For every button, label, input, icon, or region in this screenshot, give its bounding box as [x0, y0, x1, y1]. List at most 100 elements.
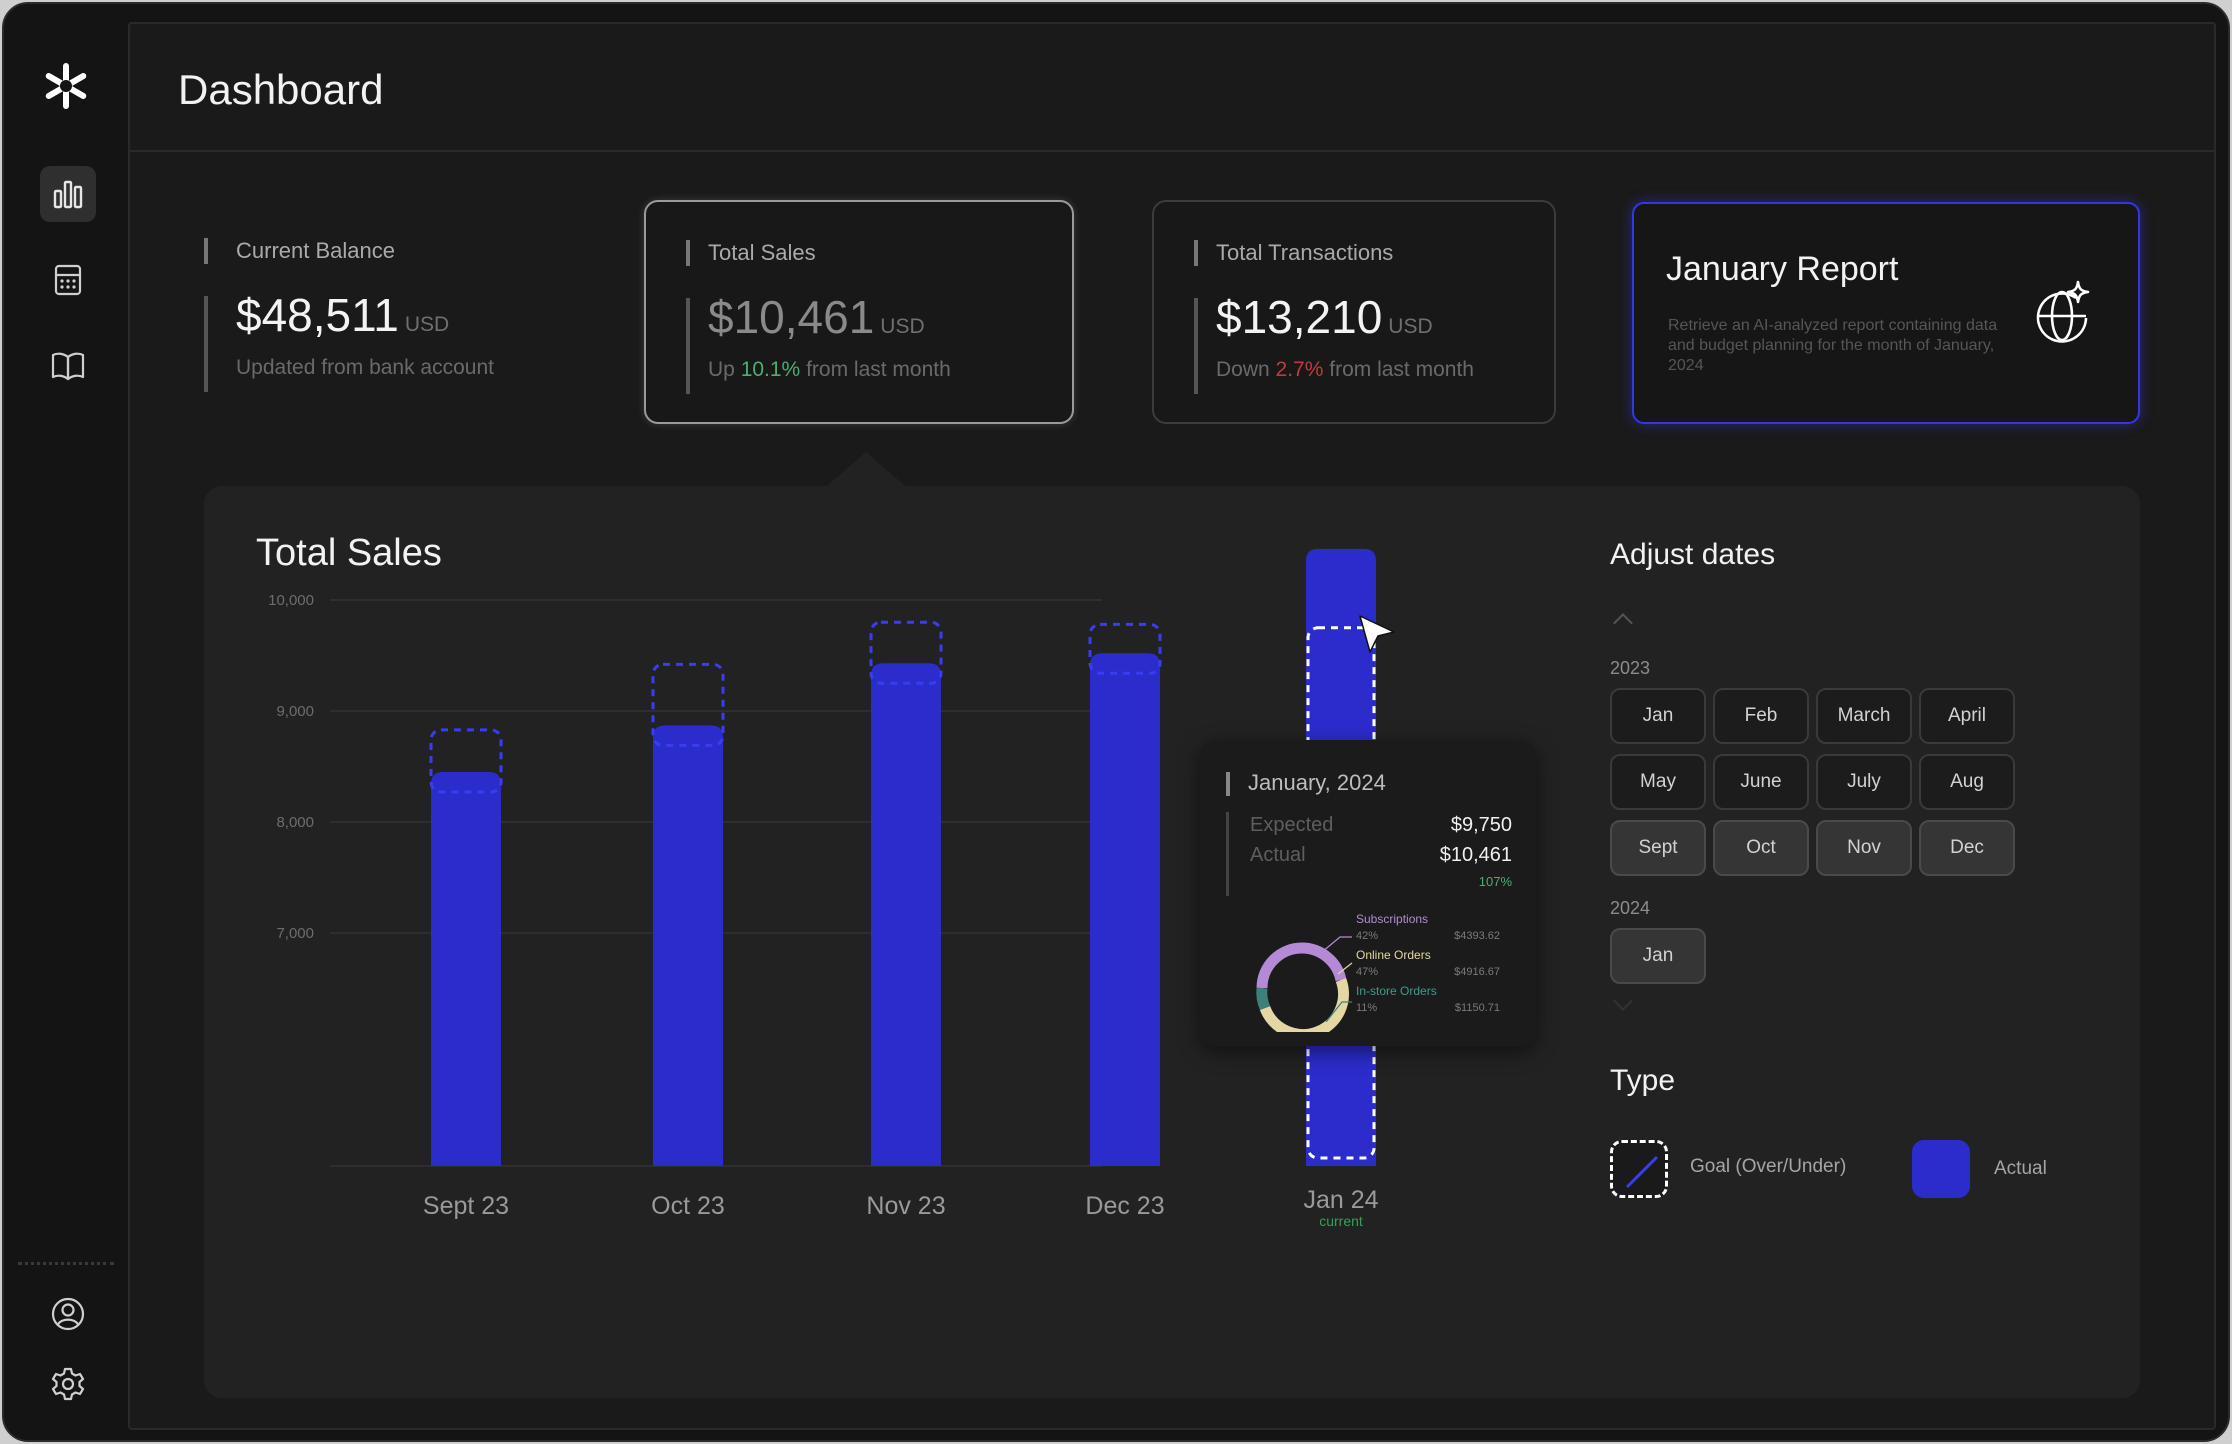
- breakdown-name: In-store Orders: [1356, 984, 1437, 998]
- sub-prefix: Up: [708, 358, 741, 381]
- x-tick-label: Jan 24: [1303, 1186, 1378, 1214]
- sidebar-item-dashboard[interactable]: [40, 166, 96, 222]
- bar-chart-icon: [53, 180, 83, 209]
- month-button-2023-july[interactable]: July: [1816, 754, 1912, 810]
- bar-goal-outline: [429, 728, 503, 794]
- adjust-dates-title: Adjust dates: [1610, 538, 1776, 571]
- month-button-2023-feb[interactable]: Feb: [1713, 688, 1809, 744]
- bar-goal-outline: [651, 662, 725, 747]
- month-button-2023-sept[interactable]: Sept: [1610, 820, 1706, 876]
- change-down: 2.7%: [1275, 358, 1324, 381]
- chart-tooltip: January, 2024 Expected $9,750 Actual $10…: [1200, 740, 1536, 1046]
- card-pointer: [822, 452, 910, 490]
- goal-swatch: [1610, 1140, 1668, 1198]
- expected-label: Expected: [1250, 814, 1334, 836]
- breakdown-name: Online Orders: [1356, 948, 1431, 962]
- currency-unit: USD: [404, 313, 450, 336]
- report-title: January Report: [1666, 250, 1899, 288]
- currency-unit: USD: [1388, 315, 1433, 338]
- card-label: Current Balance: [236, 238, 395, 263]
- total-transactions-card[interactable]: Total Transactions $13,210 USD Down 2.7% …: [1152, 200, 1556, 424]
- total-sales-card[interactable]: Total Sales $10,461 USD Up 10.1% from las…: [644, 200, 1074, 424]
- label-accent: [1194, 240, 1198, 266]
- actual-value: $10,461: [1439, 844, 1512, 866]
- x-tick-label: Nov 23: [866, 1192, 945, 1220]
- breakdown-amount: $4916.67: [1454, 966, 1500, 978]
- sidebar: [4, 4, 126, 1440]
- type-legend-title: Type: [1610, 1064, 1676, 1097]
- month-button-2023-jan[interactable]: Jan: [1610, 688, 1706, 744]
- card-value: $13,210 USD: [1216, 290, 1433, 344]
- year-label-2024: 2024: [1610, 898, 1651, 918]
- total-sales-chart-card: Total Sales 10,000 9,000 8,000 7,000 Sept 23…: [204, 486, 2140, 1398]
- sales-amount: $10,461: [708, 291, 875, 343]
- actual-swatch: [1912, 1140, 1970, 1198]
- value-accent: [1194, 298, 1198, 394]
- month-button-2023-may[interactable]: May: [1610, 754, 1706, 810]
- month-button-2023-nov[interactable]: Nov: [1816, 820, 1912, 876]
- month-button-2023-aug[interactable]: Aug: [1919, 754, 2015, 810]
- report-description: Retrieve an AI-analyzed report containin…: [1668, 317, 1998, 374]
- current-label: current: [1319, 1213, 1363, 1229]
- y-tick-label: 10,000: [268, 592, 314, 609]
- breakdown-amount: $1150.71: [1454, 1002, 1500, 1014]
- page-title: Dashboard: [178, 66, 384, 113]
- expected-value: $9,750: [1450, 814, 1512, 836]
- gear-icon: [51, 1367, 85, 1401]
- main-panel: Dashboard Current Balance $48,511 USD Upd…: [128, 22, 2216, 1430]
- card-subtext: Up 10.1% from last month: [708, 358, 951, 382]
- month-button-2023-june[interactable]: June: [1713, 754, 1809, 810]
- month-button-2023-dec[interactable]: Dec: [1919, 820, 2015, 876]
- tooltip-divider: [1226, 812, 1229, 896]
- x-tick-label: Sept 23: [423, 1192, 509, 1220]
- card-label: Total Transactions: [1216, 240, 1394, 265]
- x-tick-label: Oct 23: [651, 1192, 725, 1220]
- user-icon: [51, 1297, 85, 1331]
- label-accent: [686, 240, 690, 266]
- sidebar-divider: [18, 1262, 114, 1265]
- label-accent: [204, 238, 208, 264]
- month-button-2023-march[interactable]: March: [1816, 688, 1912, 744]
- expected-row: Expected $9,750: [1250, 814, 1512, 837]
- donut-slice-instore-orders: [1256, 987, 1271, 1011]
- y-tick-label: 8,000: [276, 814, 314, 831]
- sub-suffix: from last month: [800, 358, 951, 381]
- tooltip-title: January, 2024: [1248, 770, 1386, 795]
- year-label-2023: 2023: [1610, 658, 1651, 678]
- january-report-card[interactable]: January Report Retrieve an AI-analyzed r…: [1632, 202, 2140, 424]
- percent-of-goal: 107%: [1478, 874, 1512, 889]
- profile-button[interactable]: [40, 1286, 96, 1342]
- month-button-2023-april[interactable]: April: [1919, 688, 2015, 744]
- sidebar-item-calculator[interactable]: [40, 252, 96, 308]
- bar-actual: [1090, 653, 1160, 1166]
- actual-row: Actual $10,461: [1250, 844, 1512, 867]
- mouse-cursor-icon: [1359, 615, 1395, 653]
- breakdown-pct: 11%: [1356, 1002, 1378, 1014]
- bar-actual: [871, 663, 941, 1166]
- current-balance-card[interactable]: Current Balance $48,511 USD Updated from …: [204, 200, 564, 424]
- sidebar-item-book[interactable]: [40, 338, 96, 394]
- settings-button[interactable]: [40, 1356, 96, 1412]
- card-subtext: Updated from bank account: [236, 356, 494, 379]
- goal-label: Goal (Over/Under): [1690, 1156, 1847, 1177]
- x-tick-label: Dec 23: [1085, 1192, 1164, 1220]
- breakdown-name: Subscriptions: [1356, 912, 1429, 926]
- sub-prefix: Down: [1216, 358, 1276, 381]
- card-subtext: Down 2.7% from last month: [1216, 358, 1474, 382]
- card-value: $48,511 USD: [236, 288, 449, 342]
- book-icon: [51, 352, 85, 381]
- y-tick-label: 7,000: [276, 925, 314, 942]
- calculator-icon: [54, 264, 82, 296]
- breakdown-pct: 42%: [1356, 930, 1379, 942]
- asterisk-logo-icon[interactable]: [42, 62, 90, 110]
- card-value: $10,461 USD: [708, 290, 925, 344]
- header: Dashboard: [130, 24, 2214, 152]
- donut-slice-subscriptions: [1256, 942, 1347, 989]
- y-tick-label: 9,000: [276, 703, 314, 720]
- donut-slice-online-orders: [1259, 978, 1349, 1032]
- month-button-2023-oct[interactable]: Oct: [1713, 820, 1809, 876]
- bar-actual: [431, 772, 501, 1166]
- month-button-2024-jan[interactable]: Jan: [1610, 928, 1706, 984]
- bar-actual: [653, 725, 723, 1166]
